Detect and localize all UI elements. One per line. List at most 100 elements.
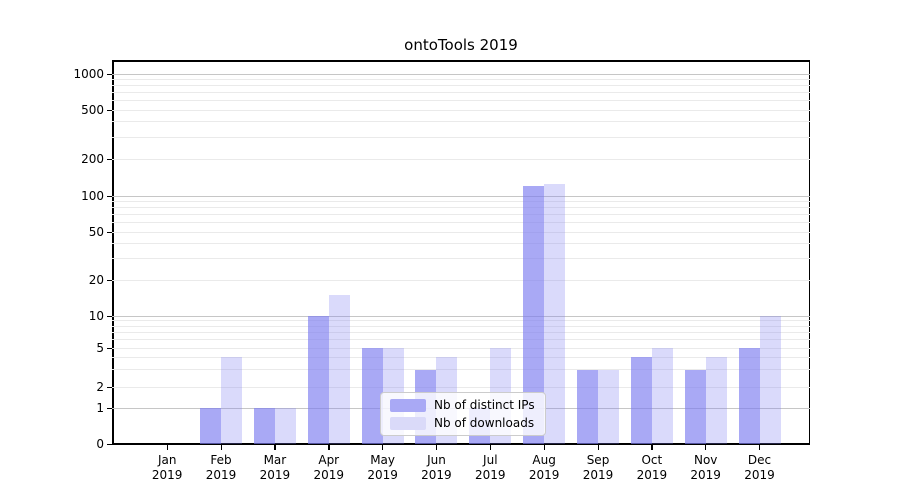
bar-downloads-feb	[221, 357, 243, 444]
plot-spine-top	[112, 60, 810, 62]
bar-ips-sep	[577, 369, 598, 444]
x-tick-label-may: May 2019	[367, 453, 398, 482]
x-tick-mark-oct	[651, 444, 653, 450]
x-tick-mark-jul	[489, 444, 492, 450]
y-tick-label-1000: 1000	[73, 67, 104, 81]
x-tick-mark-apr	[328, 444, 330, 450]
gridline-y-600	[112, 100, 810, 102]
gridline-y-70	[112, 214, 810, 216]
x-tick-label-oct: Oct 2019	[636, 453, 668, 482]
bar-downloads-mar	[274, 408, 296, 444]
gridline-y-4	[112, 356, 810, 358]
gridline-y-60	[112, 222, 810, 224]
legend-label-distinct-ips: Nb of distinct IPs	[434, 398, 535, 412]
gridline-y-300	[112, 136, 810, 138]
bar-downloads-aug	[544, 184, 566, 444]
y-tick-mark-2	[107, 386, 112, 388]
y-tick-label-2: 2	[96, 380, 104, 394]
x-tick-label-feb: Feb 2019	[205, 453, 237, 482]
x-tick-label-jul: Jul 2019	[475, 453, 506, 482]
bar-ips-feb	[200, 408, 222, 444]
x-tick-mark-dec	[759, 444, 761, 450]
gridline-y-800	[112, 85, 810, 87]
y-tick-mark-500	[107, 109, 112, 111]
x-tick-label-aug: Aug 2019	[528, 453, 560, 482]
y-tick-mark-100	[107, 195, 112, 197]
gridline-y-20	[112, 279, 810, 281]
bar-ips-apr	[307, 316, 329, 444]
plot-spine-bottom	[112, 442, 810, 445]
plot-area: Nb of distinct IPs Nb of downloads	[112, 60, 810, 445]
legend-swatch-downloads	[390, 416, 426, 430]
y-tick-label-100: 100	[81, 189, 104, 203]
y-tick-label-1: 1	[96, 401, 104, 415]
chart-title: ontoTools 2019	[404, 36, 518, 54]
x-tick-label-apr: Apr 2019	[313, 453, 345, 482]
plot-spine-left	[112, 60, 114, 444]
x-tick-label-mar: Mar 2019	[259, 453, 291, 482]
plot-spine-right	[808, 60, 810, 444]
x-tick-label-dec: Dec 2019	[744, 453, 775, 482]
y-tick-label-500: 500	[81, 103, 104, 117]
y-tick-mark-1000	[107, 73, 112, 75]
gridline-y-3	[112, 369, 810, 371]
bar-downloads-oct	[651, 348, 673, 444]
y-tick-mark-50	[107, 231, 112, 233]
gridline-y-5	[112, 347, 810, 349]
bar-downloads-sep	[598, 369, 619, 444]
gridline-y-8	[112, 325, 810, 327]
bar-ips-mar	[253, 408, 275, 444]
bar-ips-dec	[738, 348, 760, 444]
gridline-y-40	[112, 243, 810, 245]
x-tick-label-sep: Sep 2019	[582, 453, 614, 482]
gridline-y-80	[112, 207, 810, 209]
x-tick-mark-jun	[435, 444, 438, 450]
bar-ips-oct	[630, 357, 652, 444]
bar-ips-may	[361, 348, 383, 444]
bar-downloads-apr	[328, 294, 350, 444]
gridline-y-6	[112, 339, 810, 341]
y-tick-label-50: 50	[88, 225, 104, 239]
x-tick-mark-aug	[543, 444, 545, 450]
y-tick-label-0: 0	[96, 437, 104, 451]
bar-downloads-dec	[759, 316, 781, 444]
x-tick-label-jan: Jan 2019	[151, 453, 183, 482]
gridline-y-400	[112, 121, 810, 123]
y-tick-mark-0	[107, 443, 112, 445]
gridline-y-30	[112, 258, 810, 260]
x-tick-label-nov: Nov 2019	[690, 453, 721, 482]
x-tick-mark-sep	[597, 444, 599, 450]
y-tick-mark-1	[107, 407, 112, 409]
y-tick-mark-5	[107, 347, 112, 349]
x-tick-label-jun: Jun 2019	[421, 453, 452, 482]
x-tick-mark-may	[382, 444, 384, 450]
x-tick-mark-nov	[705, 444, 707, 450]
legend-item-distinct-ips: Nb of distinct IPs	[381, 398, 545, 412]
y-tick-label-5: 5	[96, 341, 104, 355]
gridline-y-900	[112, 78, 810, 80]
gridline-y-500	[112, 109, 810, 111]
gridline-y-90	[112, 200, 810, 202]
gridline-y-700	[112, 92, 810, 94]
y-tick-label-200: 200	[81, 152, 104, 166]
y-tick-label-10: 10	[88, 309, 104, 323]
y-tick-mark-200	[107, 158, 112, 160]
y-tick-label-20: 20	[88, 273, 104, 287]
gridline-y-10	[112, 315, 810, 317]
x-tick-mark-mar	[274, 444, 276, 450]
bar-ips-aug	[523, 186, 545, 444]
bar-ips-nov	[684, 369, 706, 444]
legend-label-downloads: Nb of downloads	[434, 416, 535, 430]
legend-item-downloads: Nb of downloads	[381, 416, 545, 430]
gridline-y-7	[112, 331, 810, 333]
gridline-y-9	[112, 320, 810, 322]
x-tick-mark-jan	[166, 444, 168, 450]
bar-downloads-nov	[705, 357, 727, 444]
y-tick-mark-20	[107, 279, 112, 281]
gridline-y-100	[112, 195, 810, 197]
x-tick-mark-feb	[220, 444, 222, 450]
gridline-y-2	[112, 386, 810, 388]
gridline-y-1000	[112, 73, 810, 75]
legend-swatch-distinct-ips	[390, 398, 426, 412]
